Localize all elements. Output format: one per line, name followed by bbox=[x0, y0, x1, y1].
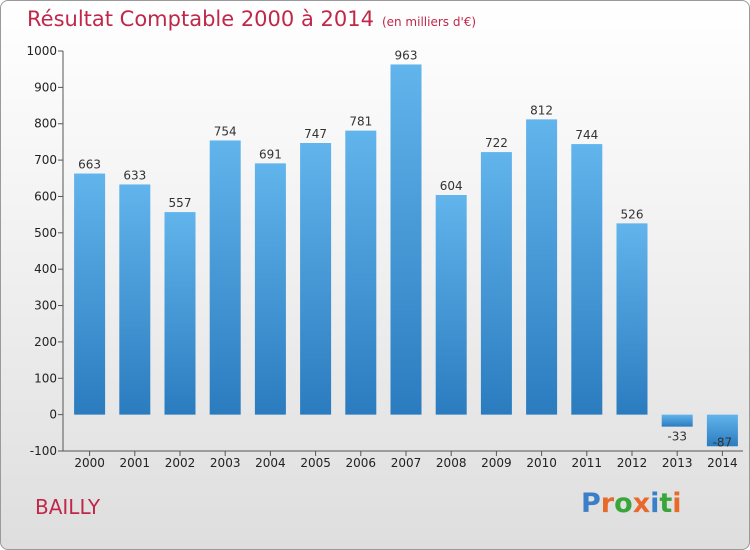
x-tick-label: 2003 bbox=[210, 456, 241, 470]
logo-letter: r bbox=[600, 488, 615, 519]
bar bbox=[209, 140, 241, 415]
logo-letter: o bbox=[614, 488, 633, 519]
proxiti-logo[interactable]: Proxiti bbox=[581, 488, 682, 519]
y-tick-label: 400 bbox=[34, 262, 57, 276]
data-label: 604 bbox=[440, 179, 463, 193]
x-tick-label: 2005 bbox=[300, 456, 331, 470]
x-tick-label: 2014 bbox=[707, 456, 738, 470]
x-tick-label: 2008 bbox=[436, 456, 467, 470]
y-tick-label: 200 bbox=[34, 335, 57, 349]
data-label: 744 bbox=[575, 128, 598, 142]
x-tick-label: 2011 bbox=[572, 456, 603, 470]
bar bbox=[571, 144, 603, 415]
x-tick-label: 2007 bbox=[391, 456, 422, 470]
y-tick-label: 900 bbox=[34, 80, 57, 94]
bar bbox=[435, 195, 467, 415]
bar bbox=[390, 64, 422, 415]
data-label: 747 bbox=[304, 127, 327, 141]
logo-letter: t bbox=[659, 488, 673, 519]
y-tick-label: -100 bbox=[30, 444, 57, 458]
logo-letter: x bbox=[632, 488, 651, 519]
data-label: -33 bbox=[667, 430, 687, 444]
bar bbox=[254, 163, 286, 415]
bar bbox=[345, 130, 377, 415]
data-label: 963 bbox=[395, 48, 418, 62]
data-label: 812 bbox=[530, 103, 553, 117]
data-label: 722 bbox=[485, 136, 508, 150]
data-label: 781 bbox=[349, 115, 372, 129]
title-text: Résultat Comptable 2000 à 2014 bbox=[27, 7, 374, 31]
y-tick-label: 600 bbox=[34, 189, 57, 203]
bar bbox=[616, 223, 648, 415]
y-tick-label: 0 bbox=[49, 408, 57, 422]
bar bbox=[300, 143, 332, 415]
x-tick-label: 2002 bbox=[165, 456, 196, 470]
city-name: BAILLY bbox=[35, 495, 101, 519]
data-label: -87 bbox=[713, 435, 733, 449]
y-tick-label: 100 bbox=[34, 371, 57, 385]
chart-title: Résultat Comptable 2000 à 2014 (en millie… bbox=[27, 7, 476, 31]
x-tick-label: 2006 bbox=[346, 456, 377, 470]
bar bbox=[661, 414, 693, 427]
bar bbox=[706, 414, 738, 447]
x-tick-label: 2010 bbox=[526, 456, 557, 470]
x-tick-label: 2012 bbox=[617, 456, 648, 470]
title-unit: (en milliers d'€) bbox=[381, 15, 477, 29]
chart-bars bbox=[74, 64, 738, 447]
y-tick-label: 300 bbox=[34, 299, 57, 313]
x-tick-label: 2004 bbox=[255, 456, 286, 470]
bar bbox=[480, 152, 512, 415]
data-label: 557 bbox=[169, 196, 192, 210]
bar bbox=[164, 212, 196, 415]
data-label: 633 bbox=[123, 168, 146, 182]
logo-letter: P bbox=[581, 488, 601, 519]
x-tick-label: 2013 bbox=[662, 456, 693, 470]
logo-letter: i bbox=[672, 488, 682, 519]
logo-letter: i bbox=[650, 488, 660, 519]
bar bbox=[74, 173, 106, 415]
bar bbox=[526, 119, 558, 415]
data-label: 663 bbox=[78, 158, 101, 172]
chart-axes: -100 0 100 200 300 400 500 600 700 800 900 1000 2000… bbox=[26, 44, 743, 470]
x-tick-label: 2000 bbox=[74, 456, 105, 470]
x-tick-label: 2001 bbox=[120, 456, 151, 470]
y-tick-label: 800 bbox=[34, 117, 57, 131]
chart-data-labels: 663 633 557 754 691 747 781 963 604 722 812 744 526 -… bbox=[78, 48, 732, 449]
y-tick-label: 700 bbox=[34, 153, 57, 167]
data-label: 526 bbox=[621, 207, 644, 221]
bar bbox=[119, 184, 151, 415]
y-tick-label: 500 bbox=[34, 226, 57, 240]
data-label: 754 bbox=[214, 124, 237, 138]
y-tick-label: 1000 bbox=[26, 44, 57, 58]
x-tick-label: 2009 bbox=[481, 456, 512, 470]
data-label: 691 bbox=[259, 147, 282, 161]
